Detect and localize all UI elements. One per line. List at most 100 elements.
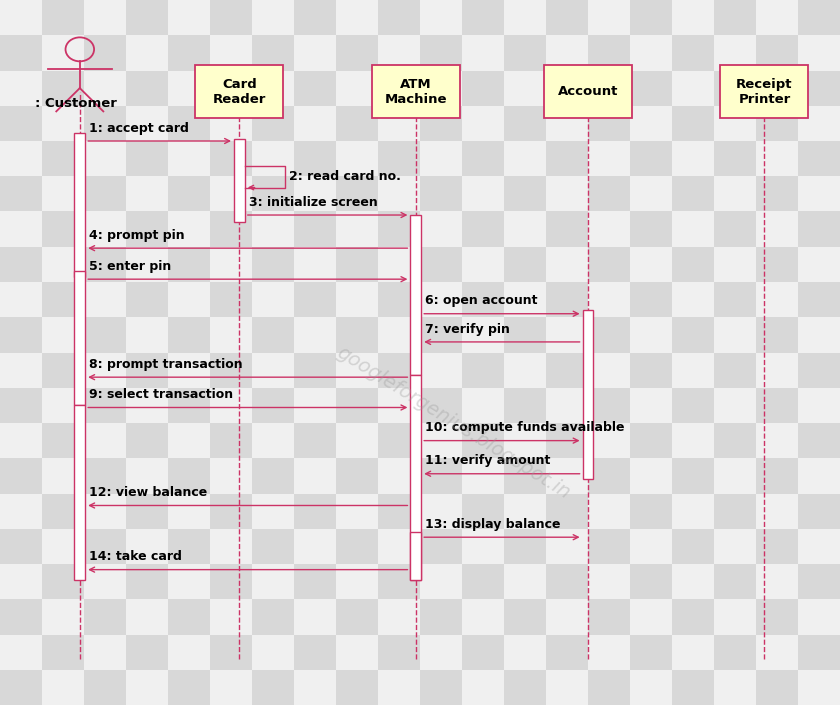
Bar <box>420 564 462 599</box>
Bar <box>756 282 798 317</box>
Bar <box>420 35 462 70</box>
Bar <box>420 282 462 317</box>
Bar <box>294 141 336 176</box>
Bar <box>546 493 588 529</box>
Bar <box>126 493 168 529</box>
Text: Account: Account <box>558 85 618 98</box>
Bar <box>126 634 168 670</box>
Bar <box>294 564 336 599</box>
Bar <box>756 70 798 106</box>
Bar <box>798 35 840 70</box>
Bar <box>462 564 504 599</box>
Bar <box>294 352 336 388</box>
Bar <box>378 352 420 388</box>
Bar <box>798 282 840 317</box>
Bar <box>462 493 504 529</box>
Bar <box>504 0 546 35</box>
Bar <box>84 0 126 35</box>
Bar <box>714 70 756 106</box>
Bar <box>168 423 210 458</box>
Bar <box>756 352 798 388</box>
Bar <box>756 670 798 705</box>
Bar <box>588 423 630 458</box>
Bar <box>42 35 84 70</box>
Bar <box>462 423 504 458</box>
Text: Receipt
Printer: Receipt Printer <box>736 78 793 106</box>
Bar <box>42 670 84 705</box>
Bar <box>546 317 588 352</box>
Bar <box>378 247 420 282</box>
Bar <box>210 282 252 317</box>
Bar <box>252 70 294 106</box>
Bar <box>630 176 672 212</box>
Bar <box>504 212 546 247</box>
Bar <box>588 212 630 247</box>
Bar <box>42 106 84 141</box>
Bar <box>252 529 294 564</box>
Bar <box>420 317 462 352</box>
Bar <box>798 529 840 564</box>
Bar <box>294 458 336 493</box>
Bar <box>378 176 420 212</box>
Bar <box>588 282 630 317</box>
Bar <box>714 282 756 317</box>
Bar <box>0 599 42 634</box>
Bar <box>504 599 546 634</box>
Bar <box>420 352 462 388</box>
Bar <box>714 599 756 634</box>
Bar <box>0 388 42 423</box>
Bar <box>294 670 336 705</box>
Bar <box>546 0 588 35</box>
Bar <box>630 282 672 317</box>
Bar <box>798 458 840 493</box>
Bar <box>252 634 294 670</box>
Bar <box>252 106 294 141</box>
Bar <box>630 670 672 705</box>
Bar <box>798 141 840 176</box>
Bar <box>672 317 714 352</box>
Bar <box>294 634 336 670</box>
Bar <box>126 564 168 599</box>
Bar <box>210 599 252 634</box>
Bar <box>42 423 84 458</box>
Text: 10: compute funds available: 10: compute funds available <box>425 422 625 434</box>
Bar <box>252 176 294 212</box>
Bar <box>294 70 336 106</box>
Bar <box>798 493 840 529</box>
Bar <box>462 247 504 282</box>
Bar <box>756 458 798 493</box>
Bar <box>195 65 283 118</box>
Bar <box>126 317 168 352</box>
Bar <box>336 493 378 529</box>
Bar <box>294 529 336 564</box>
Bar <box>0 634 42 670</box>
Bar <box>462 106 504 141</box>
Bar <box>168 35 210 70</box>
Bar <box>546 564 588 599</box>
Bar <box>588 106 630 141</box>
Bar <box>42 634 84 670</box>
Bar <box>462 282 504 317</box>
Text: 5: enter pin: 5: enter pin <box>89 260 171 273</box>
Bar <box>588 176 630 212</box>
Bar <box>168 529 210 564</box>
Bar <box>420 423 462 458</box>
Bar <box>588 458 630 493</box>
Bar <box>42 317 84 352</box>
Bar <box>546 670 588 705</box>
Bar <box>546 599 588 634</box>
Bar <box>504 282 546 317</box>
Bar <box>672 282 714 317</box>
Text: googleforgenius.blogspot.in: googleforgenius.blogspot.in <box>333 343 574 503</box>
Bar <box>546 634 588 670</box>
Bar <box>252 212 294 247</box>
Bar <box>798 634 840 670</box>
Bar <box>336 634 378 670</box>
Bar <box>546 352 588 388</box>
Bar <box>504 493 546 529</box>
Bar <box>672 35 714 70</box>
Bar <box>252 458 294 493</box>
Bar <box>168 493 210 529</box>
Bar <box>462 599 504 634</box>
Bar <box>672 423 714 458</box>
